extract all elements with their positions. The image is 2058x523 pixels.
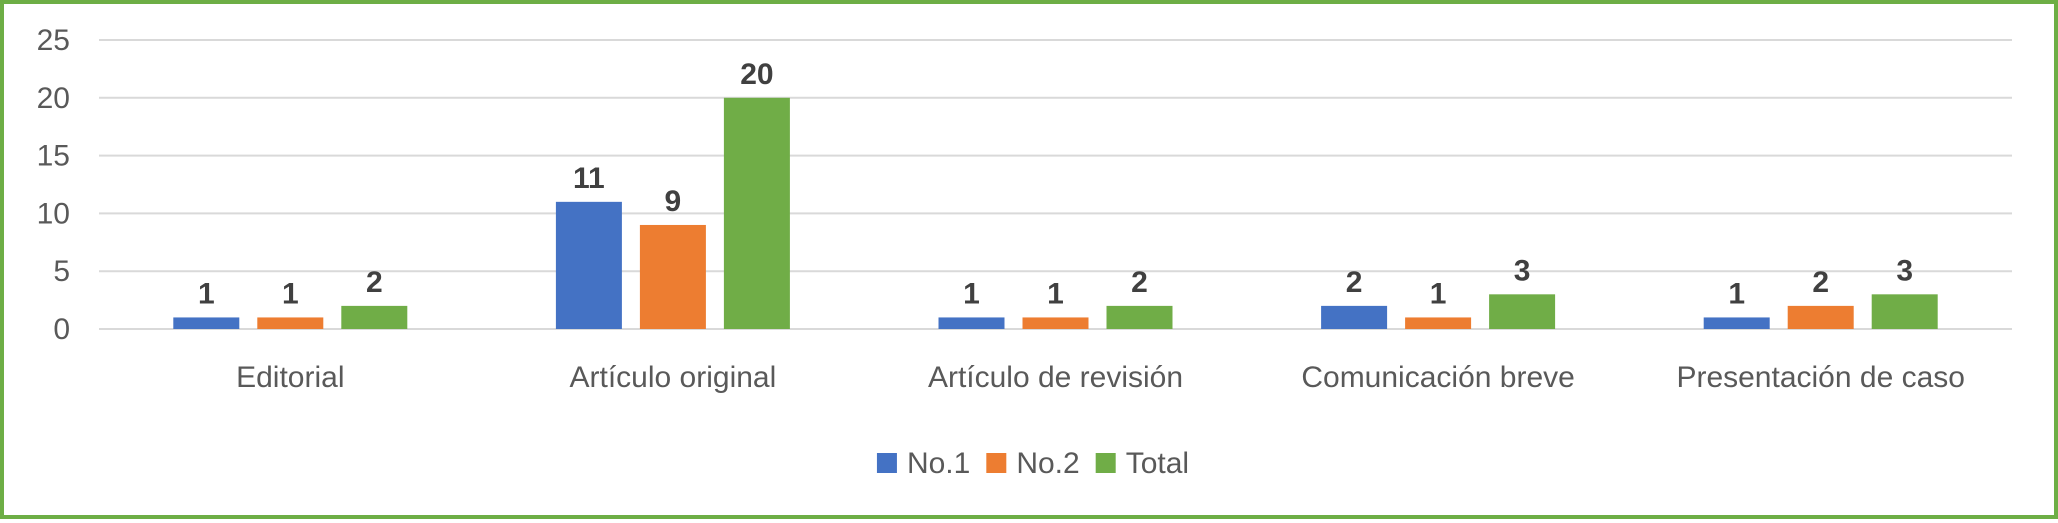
data-label: 11 [573,162,605,195]
legend-label: Total [1126,447,1189,480]
data-label: 1 [1430,277,1447,310]
data-label: 1 [282,277,299,310]
x-axis-category-labels: Editorial Artículo original Artículo de re… [236,361,1965,394]
y-tick-label: 25 [37,24,70,57]
bar-total-4 [1871,294,1938,329]
x-category-label: Presentación de caso [1676,361,1965,394]
bar-no1-3 [1321,305,1388,329]
data-label: 2 [1131,266,1148,299]
data-label: 1 [1728,277,1745,310]
y-tick-label: 20 [37,82,70,115]
data-label: 3 [1896,254,1913,287]
bar-no1-1 [555,201,622,329]
bar-no1-2 [938,317,1005,329]
data-label: 9 [665,185,682,218]
data-label: 1 [963,277,980,310]
bar-no2-4 [1787,305,1854,329]
legend-swatch [986,453,1007,473]
data-label: 1 [1047,277,1064,310]
gridlines [99,39,2012,330]
bar-no2-3 [1405,317,1472,329]
bar-no2-1 [639,224,706,329]
bar-no1-0 [173,317,240,329]
legend-label: No.1 [907,447,970,480]
bar-no2-0 [257,317,324,329]
x-category-label: Artículo de revisión [928,361,1183,394]
data-label: 20 [740,58,773,91]
bar-total-3 [1489,294,1556,329]
data-label: 2 [1346,266,1363,299]
y-tick-label: 0 [53,313,70,346]
bars [173,97,1938,329]
legend: No.1 No.2 Total [876,447,1189,480]
bar-total-0 [341,305,408,329]
y-tick-label: 10 [37,197,70,230]
x-category-label: Comunicación breve [1301,361,1574,394]
x-category-label: Editorial [236,361,344,394]
data-label: 1 [198,277,215,310]
bar-total-1 [723,97,790,329]
y-tick-label: 5 [53,255,70,288]
legend-swatch [1095,453,1116,473]
x-category-label: Artículo original [570,361,777,394]
bar-total-2 [1106,305,1173,329]
data-label: 3 [1514,254,1531,287]
legend-label: No.2 [1016,447,1079,480]
data-label: 2 [366,266,383,299]
data-label: 2 [1812,266,1829,299]
bar-no1-4 [1703,317,1770,329]
bar-no2-2 [1022,317,1089,329]
legend-swatch [876,453,897,473]
y-axis-tick-labels: 0 5 10 15 20 25 [37,24,70,346]
y-tick-label: 15 [37,140,70,173]
